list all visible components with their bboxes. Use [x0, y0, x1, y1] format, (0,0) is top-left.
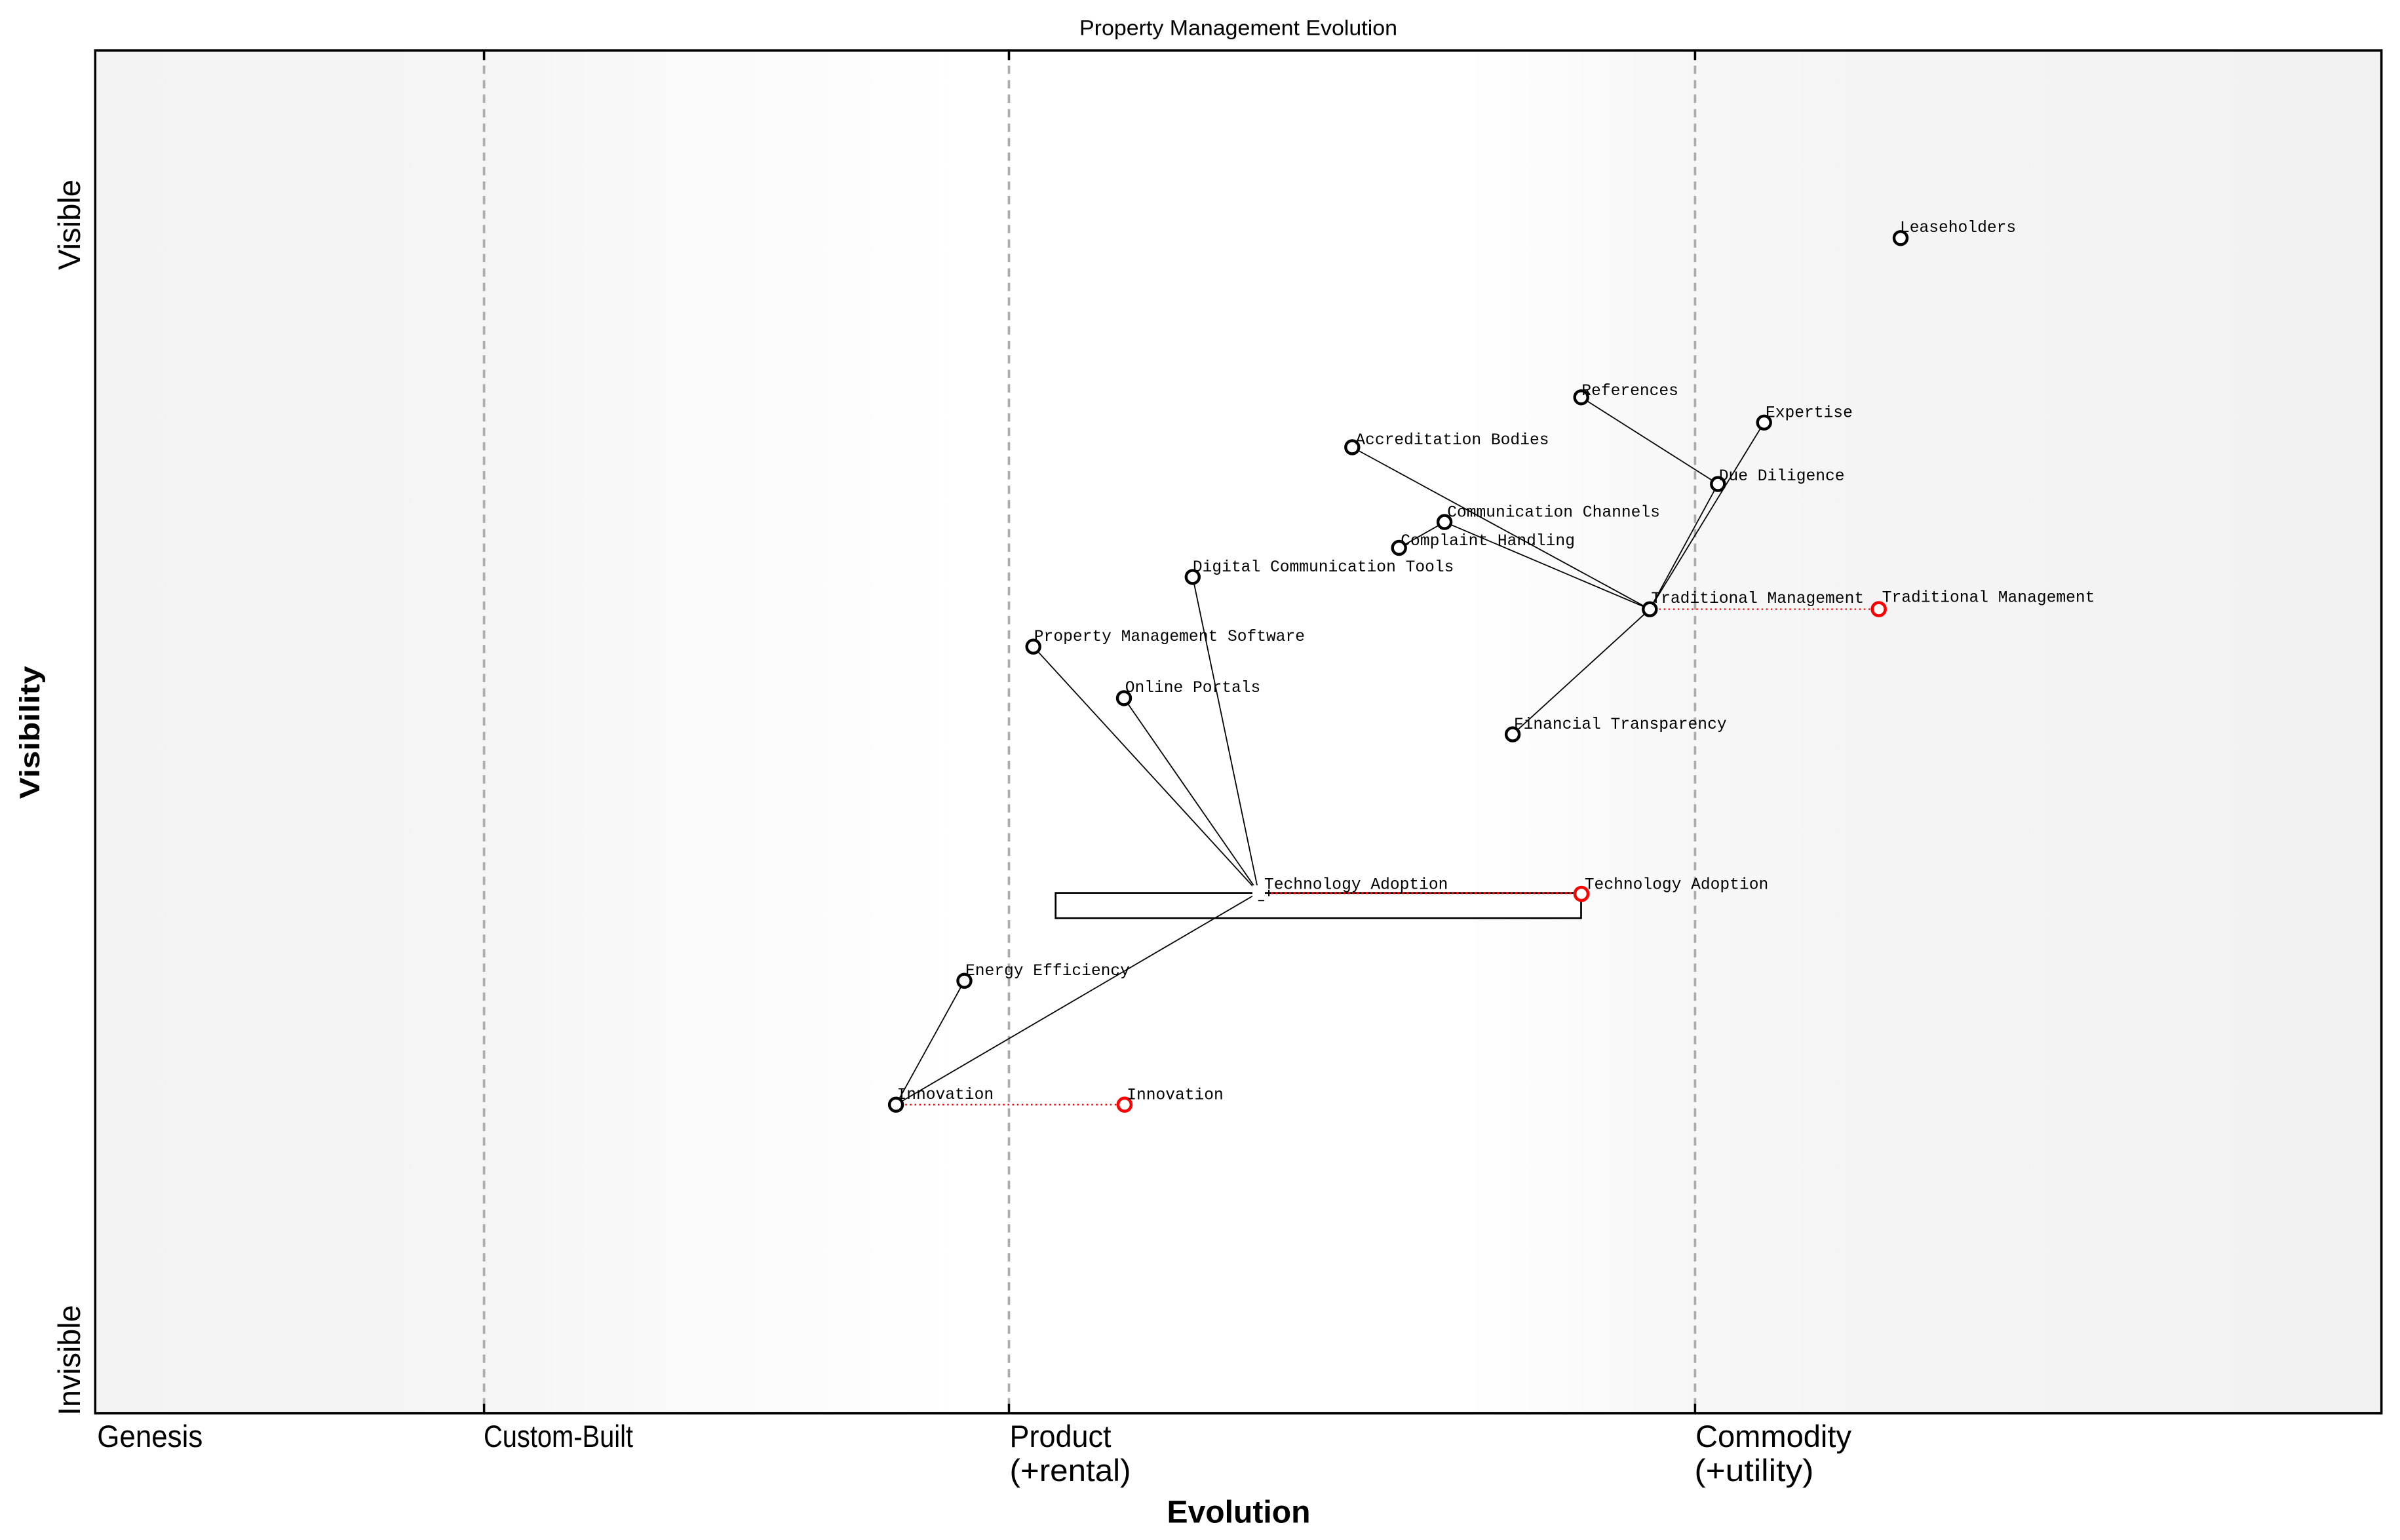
svg-text:(+rental): (+rental) — [1010, 1453, 1131, 1488]
svg-text:Invisible: Invisible — [52, 1305, 87, 1415]
svg-text:Property Management Evolution: Property Management Evolution — [1079, 16, 1397, 39]
svg-text:Visibility: Visibility — [15, 666, 46, 799]
svg-text:Product: Product — [1010, 1419, 1112, 1453]
svg-text:Innovation: Innovation — [897, 1087, 994, 1104]
svg-text:Custom-Built: Custom-Built — [484, 1419, 633, 1453]
svg-text:Due Diligence: Due Diligence — [1719, 468, 1845, 486]
svg-text:Technology Adoption: Technology Adoption — [1585, 877, 1768, 895]
svg-text:(+utility): (+utility) — [1694, 1453, 1813, 1488]
svg-text:Innovation: Innovation — [1127, 1087, 1224, 1105]
svg-text:Leaseholders: Leaseholders — [1900, 220, 2016, 237]
svg-text:Property Management Software: Property Management Software — [1034, 628, 1305, 646]
svg-text:Evolution: Evolution — [1167, 1495, 1311, 1530]
svg-text:Traditional Management: Traditional Management — [1651, 590, 1864, 608]
svg-text:Visible: Visible — [52, 180, 87, 270]
svg-text:Accreditation Bodies: Accreditation Bodies — [1355, 432, 1549, 450]
svg-text:Technology Adoption: Technology Adoption — [1264, 877, 1448, 895]
svg-text:Communication Channels: Communication Channels — [1447, 505, 1660, 522]
svg-text:Financial Transparency: Financial Transparency — [1514, 716, 1727, 734]
svg-text:Genesis: Genesis — [97, 1419, 203, 1453]
svg-text:Traditional Management: Traditional Management — [1882, 590, 2095, 607]
svg-text:Expertise: Expertise — [1766, 405, 1853, 423]
svg-text:Online Portals: Online Portals — [1125, 680, 1261, 697]
svg-text:Complaint Handling: Complaint Handling — [1401, 533, 1575, 550]
svg-text:Commodity: Commodity — [1695, 1419, 1851, 1453]
svg-text:References: References — [1581, 383, 1678, 400]
svg-text:Digital Communication Tools: Digital Communication Tools — [1193, 559, 1454, 577]
svg-text:Energy Efficiency: Energy Efficiency — [965, 963, 1130, 980]
